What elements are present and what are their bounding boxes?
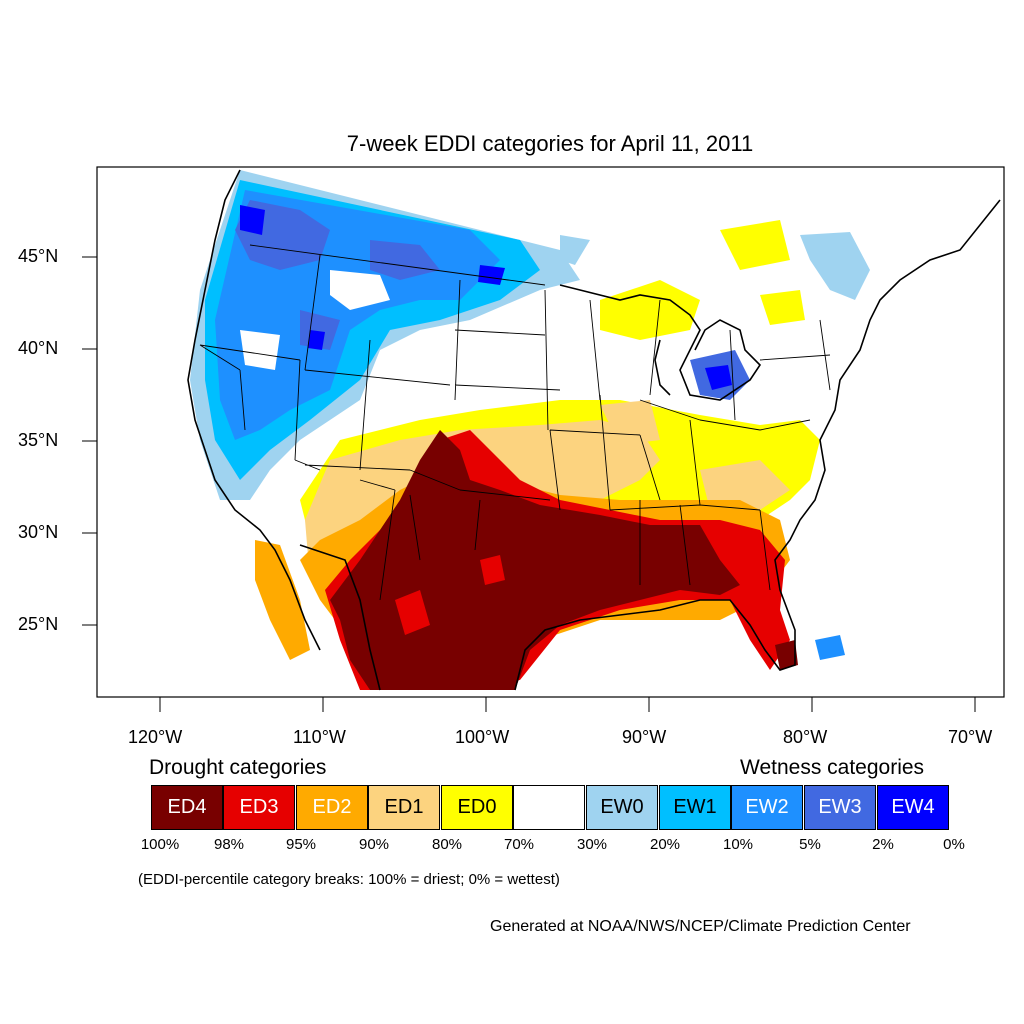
lon-label-110: 110°W [293, 727, 346, 747]
break-90: 90% [358, 836, 390, 853]
legend-label-ed4: ED4 [167, 796, 207, 818]
coastline [187, 169, 1001, 691]
break-20: 20% [649, 836, 681, 853]
break-100: 100% [140, 836, 180, 853]
legend-box-ew3: EW3 [804, 785, 876, 830]
legend-box-ed3: ED3 [223, 785, 295, 830]
legend-label-ew3: EW3 [818, 796, 862, 818]
category-note: (EDDI-percentile category breaks: 100% =… [138, 871, 560, 888]
legend-label-ew1: EW1 [673, 796, 717, 818]
map-layers [187, 169, 1001, 691]
legend-box-ed0: ED0 [441, 785, 513, 830]
lat-label-35: 35°N [18, 430, 59, 450]
legend-label-ed0: ED0 [457, 796, 497, 818]
drought-heading: Drought categories [149, 756, 327, 779]
white-gap-west [240, 270, 390, 370]
legend-box-ed4: ED4 [151, 785, 223, 830]
break-80: 80% [431, 836, 463, 853]
plot-frame [96, 166, 1005, 698]
state-boundaries [199, 244, 831, 601]
lon-label-90: 90°W [622, 727, 667, 747]
ed4-patch-florida [775, 640, 798, 670]
lon-label-70: 70°W [948, 727, 993, 747]
ew3-region-west [235, 200, 440, 350]
legend-label-ew0: EW0 [600, 796, 644, 818]
legend-box-ed2: ED2 [296, 785, 368, 830]
break-30: 30% [576, 836, 608, 853]
legend-box-normal [513, 785, 585, 830]
credit-line: Generated at NOAA/NWS/NCEP/Climate Predi… [490, 918, 911, 935]
legend-box-ew2: EW2 [731, 785, 803, 830]
lat-ticks [82, 256, 97, 626]
mexico-ed-region [255, 540, 310, 660]
ew-region-east [560, 232, 870, 300]
lon-label-120: 120°W [128, 727, 183, 747]
lat-label-30: 30°N [18, 522, 59, 542]
lat-label-25: 25°N [18, 614, 59, 634]
legend-label-ed3: ED3 [239, 796, 279, 818]
break-0: 0% [943, 836, 965, 853]
ed3-patch-texas [395, 555, 505, 635]
lat-label-45: 45°N [18, 246, 59, 266]
break-2: 2% [872, 836, 894, 853]
break-5: 5% [799, 836, 821, 853]
legend-label-ed1: ED1 [384, 796, 424, 818]
legend-box-ew4: EW4 [877, 785, 949, 830]
wetness-heading: Wetness categories [740, 756, 925, 779]
break-10: 10% [722, 836, 754, 853]
break-95: 95% [285, 836, 317, 853]
lat-label-40: 40°N [18, 338, 59, 358]
lon-ticks [159, 697, 976, 712]
legend-label-ew2: EW2 [745, 796, 789, 818]
break-98: 98% [213, 836, 245, 853]
ew4-region-michigan [705, 365, 732, 390]
bahamas-wet-region [815, 635, 845, 660]
ed4-region [330, 430, 740, 690]
lon-label-80: 80°W [783, 727, 828, 747]
ed1-region [305, 400, 790, 600]
map-title: 7-week EDDI categories for April 11, 201… [346, 131, 754, 156]
legend-label-ew4: EW4 [891, 796, 935, 818]
legend-label-ed2: ED2 [312, 796, 352, 818]
legend-box-ed1: ED1 [368, 785, 440, 830]
lon-label-100: 100°W [455, 727, 510, 747]
legend-box-ew1: EW1 [659, 785, 731, 830]
break-70: 70% [503, 836, 535, 853]
legend-box-ew0: EW0 [586, 785, 658, 830]
